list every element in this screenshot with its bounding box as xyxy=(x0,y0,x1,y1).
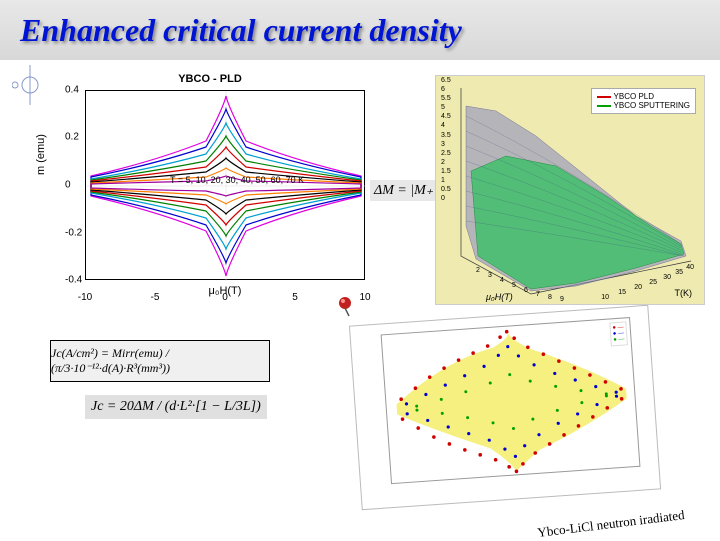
right-x-axis-label: μ₀H(T) xyxy=(486,292,513,302)
hysteresis-curves xyxy=(86,91,366,281)
left-chart-title: YBCO - PLD xyxy=(40,73,380,85)
left-condition-label: T = 5, 10, 20, 30, 40, 50, 60, 70 K xyxy=(170,175,304,185)
right-3d-chart: 6.5 6 5.5 5 4.5 4 3.5 3 2.5 2 1.5 1 0.5 … xyxy=(435,75,705,305)
xtick: 0 xyxy=(222,292,228,303)
ytick: 0 xyxy=(65,180,71,191)
legend-item: YBCO PLD xyxy=(597,92,690,101)
ytick: 0.2 xyxy=(65,132,79,143)
title-bar: Enhanced critical current density xyxy=(0,0,720,60)
xtick: 10 xyxy=(359,292,370,303)
bottom-legend: ● — ● — ● — xyxy=(609,321,628,346)
bottom-scatter xyxy=(382,318,642,485)
right-y-axis-label: T(K) xyxy=(675,288,693,298)
legend-item: YBCO SPUTTERING xyxy=(597,101,690,110)
xtick: -5 xyxy=(151,292,160,303)
bottom-caption: Ybco-LiCl neutron iradiated xyxy=(537,507,686,541)
ytick: -0.2 xyxy=(65,228,82,239)
left-chart: YBCO - PLD m (emu) μ₀H(T) T = 5, 10, 20,… xyxy=(40,75,380,305)
legend-swatch xyxy=(597,105,611,107)
page-title: Enhanced critical current density xyxy=(20,12,462,49)
ytick: -0.4 xyxy=(65,275,82,286)
pushpin-icon xyxy=(335,295,357,317)
xtick: 5 xyxy=(292,292,298,303)
left-plot-area: μ₀H(T) xyxy=(85,90,365,280)
right-legend: YBCO PLD YBCO SPUTTERING xyxy=(591,88,696,114)
bottom-plot-area: ● — ● — ● — xyxy=(381,317,641,484)
bottom-chart: ● — ● — ● — xyxy=(349,305,661,510)
jc-formula-box: Jc(A/cm²) = Mirr(emu) / (π/3·10⁻¹²·d(A)·… xyxy=(50,340,270,382)
ytick: 0.4 xyxy=(65,85,79,96)
left-y-axis-label: m (emu) xyxy=(35,134,47,175)
xtick: -10 xyxy=(78,292,92,303)
jc2-formula: Jc = 20ΔM / (d·L²·[1 − L/3L]) xyxy=(85,395,267,419)
legend-swatch xyxy=(597,96,611,98)
